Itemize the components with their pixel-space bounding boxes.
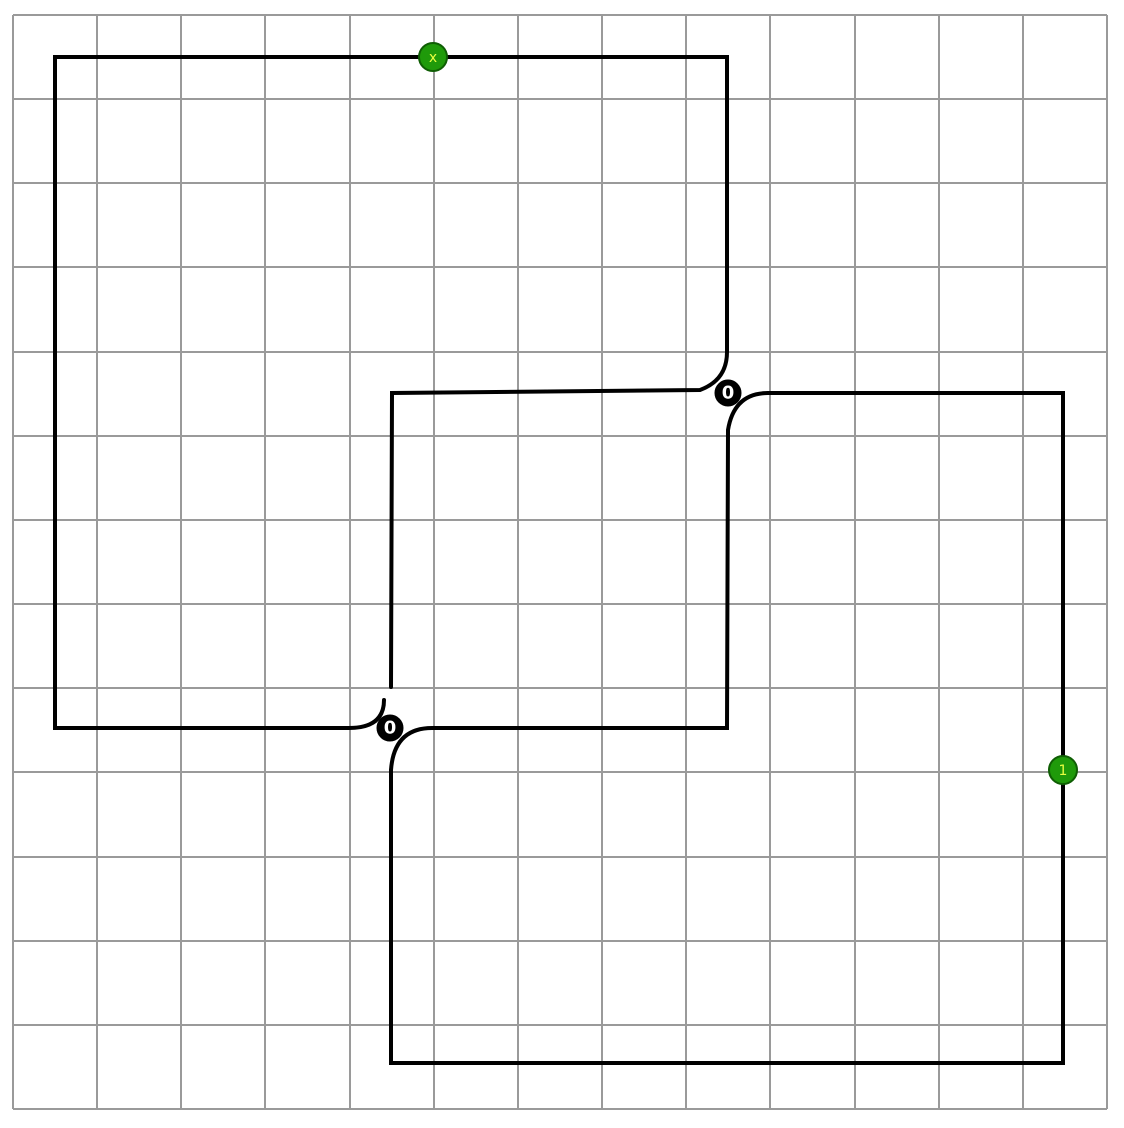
grid <box>12 14 1108 1110</box>
knot-strands <box>53 55 1065 1065</box>
marker-x-label: x <box>429 50 437 66</box>
strand-top-right <box>389 55 729 689</box>
strand-top-left <box>53 55 435 730</box>
crossing-b-label: 0 <box>722 383 735 404</box>
marker-x-circle <box>418 42 448 72</box>
crossing-a-label: 0 <box>384 718 397 739</box>
marker-1-label: 1 <box>1059 763 1068 779</box>
strand-middle-right <box>389 391 770 772</box>
crossing-a-circle <box>376 714 404 742</box>
crossing-b-circle <box>714 379 742 407</box>
marker-x[interactable]: x <box>418 42 448 72</box>
crossing-a[interactable]: 0 <box>376 714 404 742</box>
marker-1[interactable]: 1 <box>1048 755 1078 785</box>
strand-bottom-right <box>389 391 1065 1065</box>
crossing-b[interactable]: 0 <box>714 379 742 407</box>
marker-1-circle <box>1048 755 1078 785</box>
